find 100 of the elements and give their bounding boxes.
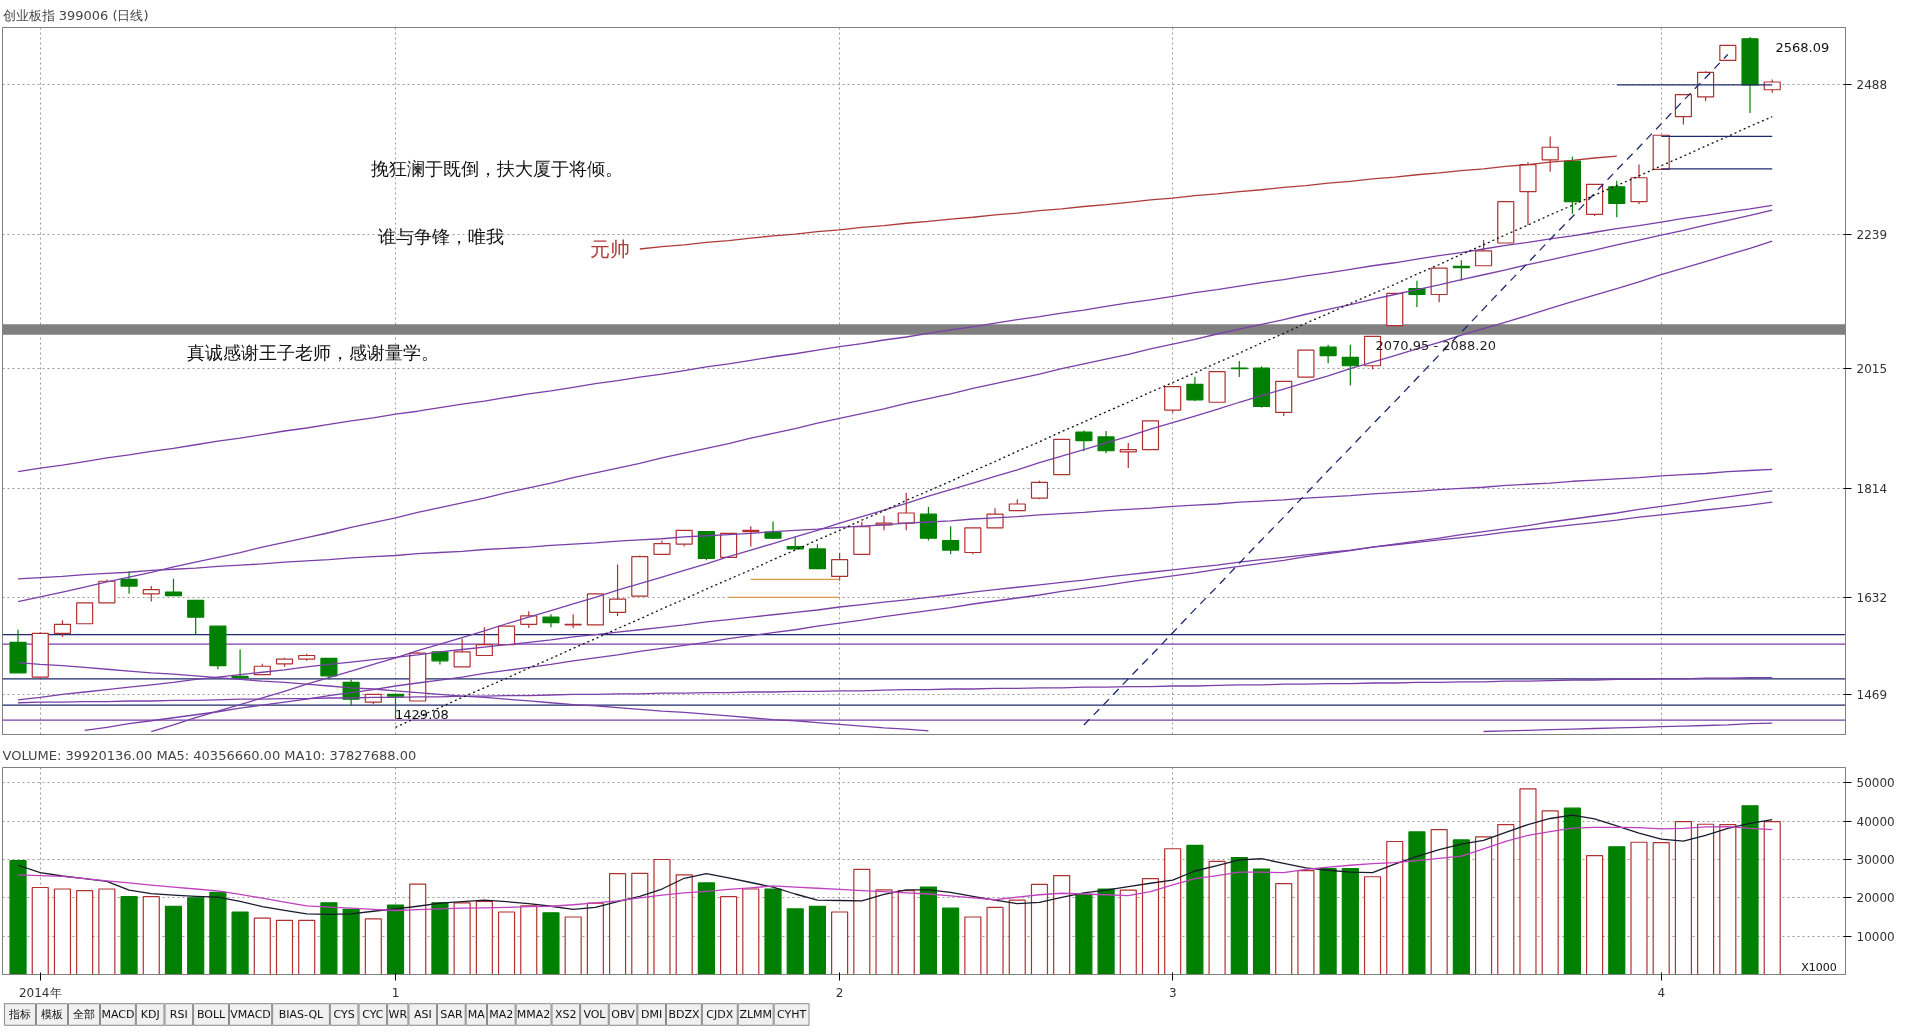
- bar: [1008, 899, 1026, 975]
- text: MMA2: [516, 1008, 551, 1021]
- bar: [675, 874, 693, 975]
- bar: [231, 911, 249, 975]
- bar: [1430, 829, 1448, 975]
- bar: [1230, 856, 1248, 975]
- bar: [53, 888, 72, 975]
- text: X1000: [1801, 960, 1837, 974]
- bar: [1452, 839, 1470, 975]
- bar: [831, 911, 849, 975]
- text: 指标: [7, 1008, 31, 1021]
- bar: [31, 886, 49, 975]
- bar: [764, 888, 782, 975]
- candlestick: [808, 543, 827, 570]
- series-label: 元帅: [589, 237, 630, 261]
- chart-title: VOLUME: 39920136.00 MA5: 40356660.00 MA10: 37827688.00: [2, 747, 417, 763]
- bar: [1408, 831, 1426, 975]
- bar: [1630, 841, 1648, 975]
- bar: [1652, 842, 1670, 975]
- bar: [853, 868, 871, 975]
- bar: [964, 916, 982, 975]
- text: XS2: [555, 1008, 577, 1021]
- y-tick-label: 2015: [1856, 361, 1888, 376]
- text: CYC: [362, 1008, 384, 1021]
- candlestick: [1075, 429, 1093, 452]
- y-tick-label: 20000: [1856, 891, 1895, 906]
- text: OBV: [611, 1008, 636, 1021]
- candlestick: [1341, 344, 1359, 387]
- candlestick: [231, 648, 249, 681]
- y-tick-label: 30000: [1856, 853, 1895, 867]
- bar: [497, 911, 516, 975]
- text: BIAS-QL: [278, 1008, 325, 1021]
- bar: [253, 917, 271, 975]
- bar: [1030, 883, 1049, 975]
- bar: [720, 896, 738, 975]
- bar: [386, 904, 405, 975]
- text: 全部: [72, 1008, 95, 1021]
- text: DMI: [641, 1008, 663, 1021]
- bar: [1252, 868, 1271, 975]
- text: WR: [388, 1008, 408, 1021]
- bar: [298, 919, 316, 975]
- bar: [919, 886, 938, 975]
- bar: [76, 889, 94, 975]
- bar: [1763, 820, 1781, 975]
- bar: [742, 888, 760, 975]
- bar: [409, 883, 427, 975]
- text: BDZX: [668, 1008, 700, 1021]
- bar: [1208, 860, 1226, 975]
- y-tick-label: 10000: [1856, 929, 1895, 944]
- bar: [808, 905, 827, 975]
- candlestick: [1474, 239, 1493, 267]
- bar: [875, 889, 893, 975]
- text: RSI: [169, 1008, 188, 1021]
- bar: [1275, 883, 1293, 975]
- bar: [1363, 876, 1382, 975]
- candlestick: [76, 602, 94, 625]
- bar: [1741, 805, 1759, 975]
- y-tick-label: 2488: [1856, 78, 1888, 93]
- bar: [1608, 846, 1626, 975]
- bar: [1164, 848, 1182, 975]
- text: MACD: [101, 1008, 135, 1021]
- bar: [342, 908, 360, 975]
- y-tick-label: 1632: [1856, 590, 1888, 605]
- candlestick: [919, 506, 938, 542]
- text: ASI: [413, 1008, 432, 1021]
- candlestick: [1630, 163, 1648, 205]
- bar: [1697, 823, 1715, 975]
- candlestick: [98, 578, 116, 604]
- bar: [897, 889, 915, 975]
- text: KDJ: [140, 1008, 160, 1021]
- x-tick-label: 2: [835, 985, 844, 1000]
- bar: [1541, 810, 1559, 975]
- candlestick: [475, 626, 493, 657]
- y-tick-label: 50000: [1856, 776, 1895, 791]
- text: CYS: [333, 1008, 355, 1021]
- bar: [1474, 836, 1493, 975]
- bar: [1075, 893, 1093, 975]
- bar: [187, 897, 205, 975]
- bar: [786, 908, 804, 975]
- candlestick: [764, 520, 782, 540]
- bar: [320, 902, 338, 975]
- candlestick: [720, 532, 738, 558]
- annotation: 真诚感谢王子老师，感谢量学。: [186, 342, 439, 364]
- y-tick-label: 2239: [1856, 227, 1888, 242]
- bar: [1141, 878, 1160, 975]
- y-tick-label: 1469: [1856, 688, 1888, 703]
- bar: [142, 896, 160, 975]
- bar: [653, 858, 671, 975]
- text: CYHT: [777, 1008, 807, 1021]
- bar: [9, 860, 27, 975]
- bar: [1519, 788, 1537, 975]
- bar: [1319, 868, 1337, 975]
- annotation: 谁与争锋，唯我: [378, 225, 505, 247]
- bar: [364, 918, 382, 975]
- x-tick-label: 4: [1657, 985, 1666, 1000]
- candlestick: [120, 570, 138, 595]
- candlestick: [1608, 180, 1626, 218]
- bar: [1497, 824, 1515, 975]
- candlestick: [608, 563, 627, 617]
- bar: [164, 905, 183, 975]
